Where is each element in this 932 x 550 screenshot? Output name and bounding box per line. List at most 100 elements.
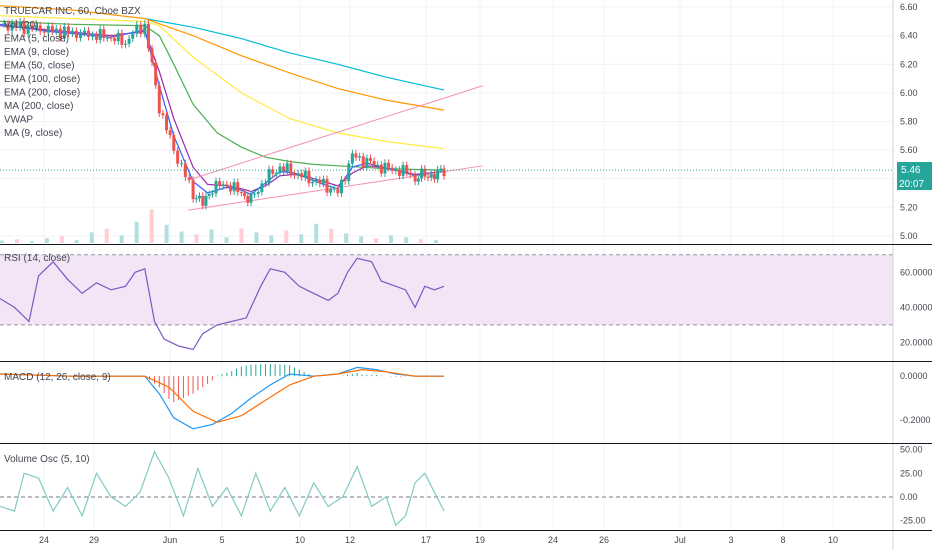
indicator-label[interactable]: EMA (5, close) bbox=[4, 34, 69, 45]
candle-body bbox=[54, 28, 58, 32]
volume-bar bbox=[104, 228, 109, 243]
candle-body bbox=[321, 179, 325, 184]
x-tick-label: 10 bbox=[295, 535, 305, 545]
candle-body bbox=[228, 185, 232, 192]
candle-body bbox=[442, 168, 446, 177]
volume-bar bbox=[149, 209, 154, 243]
candle-body bbox=[116, 32, 120, 42]
candle-body bbox=[439, 168, 443, 170]
candle-body bbox=[361, 156, 365, 167]
volume-bar bbox=[269, 235, 274, 243]
macd-pane-title[interactable]: MACD (12, 26, close, 9) bbox=[4, 372, 111, 383]
rsi-pane-title[interactable]: RSI (14, close) bbox=[4, 253, 70, 264]
candle-body bbox=[210, 193, 214, 195]
x-tick-label: 24 bbox=[39, 535, 49, 545]
indicator-label[interactable]: VWAP bbox=[4, 115, 33, 126]
candle-body bbox=[376, 164, 380, 166]
candle-body bbox=[10, 22, 14, 31]
candle-body bbox=[38, 25, 42, 32]
indicator-legend: Vol (20) EMA (5, close) EMA (9, close) EMA … bbox=[4, 20, 80, 139]
candle-body bbox=[225, 184, 229, 186]
volume-bar bbox=[164, 224, 169, 243]
x-tick-label: 19 bbox=[475, 535, 485, 545]
vosc-tick: 0.00 bbox=[900, 492, 918, 502]
candle-body bbox=[232, 182, 236, 192]
trendline[interactable] bbox=[188, 85, 483, 181]
indicator-label[interactable]: EMA (100, close) bbox=[4, 74, 80, 85]
x-tick-label: 10 bbox=[828, 535, 838, 545]
candle-body bbox=[120, 32, 124, 45]
indicator-label[interactable]: Vol (20) bbox=[4, 20, 38, 31]
candle-body bbox=[113, 38, 117, 42]
x-tick-label: Jun bbox=[163, 535, 178, 545]
candle-body bbox=[340, 179, 344, 194]
candle-body bbox=[22, 21, 26, 34]
vosc-tick: 25.00 bbox=[900, 468, 923, 478]
x-tick-label: 3 bbox=[728, 535, 733, 545]
candle-body bbox=[296, 173, 300, 176]
candle-body bbox=[154, 62, 158, 86]
volume-bar bbox=[179, 231, 184, 243]
candle-body bbox=[14, 22, 18, 28]
candle-body bbox=[2, 23, 6, 25]
candle-body bbox=[358, 156, 362, 158]
rsi-line bbox=[0, 257, 445, 351]
candle-body bbox=[214, 181, 218, 194]
volume-bar bbox=[119, 235, 124, 243]
rsi-tick: 60.0000 bbox=[900, 267, 932, 277]
x-tick-label: 5 bbox=[219, 535, 224, 545]
candle-body bbox=[179, 163, 183, 165]
candle-body bbox=[387, 162, 391, 168]
candle-body bbox=[95, 35, 99, 40]
volume-osc-pane-title[interactable]: Volume Osc (5, 10) bbox=[4, 454, 90, 465]
candle-body bbox=[191, 179, 195, 200]
chart-title[interactable]: TRUECAR INC, 60, Cboe BZX bbox=[4, 6, 141, 17]
volume-bar bbox=[0, 240, 4, 243]
candle-body bbox=[243, 192, 247, 197]
candle-body bbox=[42, 31, 46, 33]
volume-bar bbox=[194, 234, 199, 243]
volume-bar bbox=[433, 240, 438, 243]
candle-body bbox=[30, 25, 34, 29]
candle-body bbox=[201, 195, 205, 206]
candle-body bbox=[58, 28, 62, 39]
candle-body bbox=[420, 168, 424, 179]
candle-body bbox=[372, 160, 376, 166]
volume-bar bbox=[299, 234, 304, 243]
candle-body bbox=[432, 174, 436, 180]
candle-body bbox=[350, 153, 354, 164]
volume-bar bbox=[314, 223, 319, 243]
candle-body bbox=[183, 163, 187, 178]
candle-body bbox=[135, 24, 139, 34]
indicator-label[interactable]: MA (9, close) bbox=[4, 128, 62, 139]
macd-signal-line bbox=[0, 368, 445, 423]
candle-body bbox=[314, 179, 318, 182]
candle-body bbox=[105, 37, 109, 39]
candle-body bbox=[236, 182, 240, 193]
candle-body bbox=[307, 170, 311, 184]
candle-body bbox=[354, 153, 358, 158]
candle-body bbox=[131, 33, 135, 39]
candle-body bbox=[172, 135, 176, 151]
candle-body bbox=[78, 32, 82, 38]
candle-body bbox=[207, 194, 211, 196]
price-tick: 6.60 bbox=[900, 2, 918, 12]
candle-body bbox=[62, 26, 66, 39]
price-tick: 5.60 bbox=[900, 145, 918, 155]
rsi-band bbox=[0, 254, 893, 325]
trendline[interactable] bbox=[188, 165, 483, 211]
indicator-label[interactable]: EMA (50, close) bbox=[4, 61, 75, 72]
price-tick: 6.40 bbox=[900, 31, 918, 41]
x-tick-label: 24 bbox=[548, 535, 558, 545]
macd-tick: -0.2000 bbox=[900, 415, 931, 425]
vosc-tick: 50.00 bbox=[900, 445, 923, 455]
volume-bar bbox=[224, 237, 229, 243]
candle-body bbox=[204, 195, 208, 206]
indicator-label[interactable]: MA (200, close) bbox=[4, 101, 73, 112]
candle-body bbox=[379, 164, 383, 174]
candle-body bbox=[253, 193, 257, 195]
indicator-label[interactable]: EMA (9, close) bbox=[4, 47, 69, 58]
volume-osc-line bbox=[0, 450, 445, 527]
indicator-label[interactable]: EMA (200, close) bbox=[4, 88, 80, 99]
